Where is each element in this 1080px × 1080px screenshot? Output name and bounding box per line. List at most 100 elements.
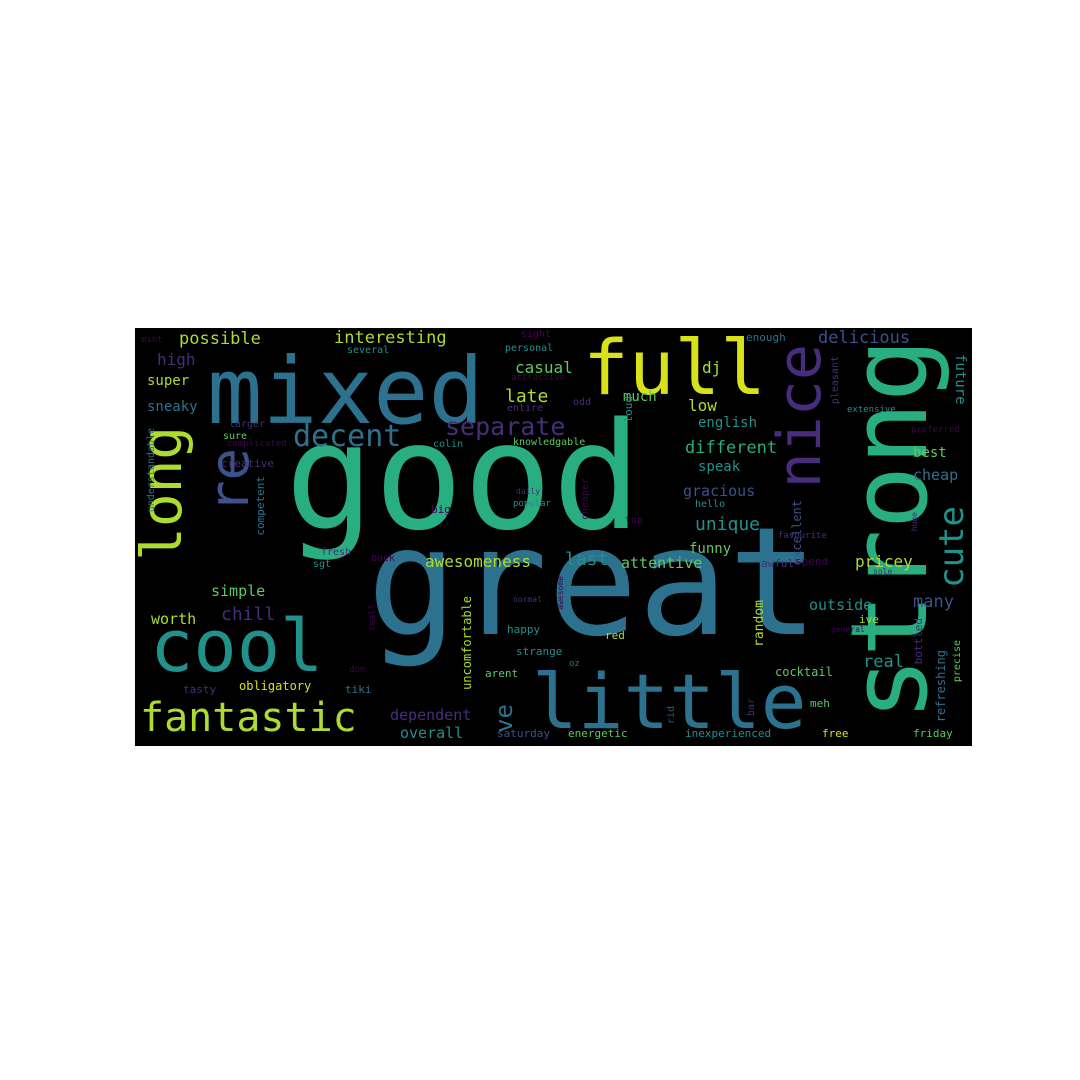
word-bottled: bottled bbox=[912, 618, 925, 665]
word-competent: competent bbox=[254, 476, 267, 536]
word-general: general bbox=[831, 625, 865, 634]
word-preferred: preferred bbox=[911, 425, 960, 435]
word-pricey: pricey bbox=[855, 552, 913, 571]
word-future: future bbox=[952, 354, 968, 405]
word-rid: rid bbox=[666, 706, 677, 725]
word-entire: entire bbox=[507, 403, 544, 414]
word-red: red bbox=[605, 629, 625, 642]
word-arent: arent bbox=[485, 667, 519, 680]
word-outside: outside bbox=[809, 596, 873, 614]
word-don: don bbox=[349, 665, 366, 675]
word-funny: funny bbox=[689, 541, 732, 557]
word-bar: bar bbox=[746, 698, 757, 717]
word-strange: strange bbox=[516, 645, 563, 658]
word-little: little bbox=[532, 657, 807, 746]
word-awesome: awesome bbox=[556, 576, 565, 610]
word-unique: unique bbox=[695, 514, 761, 535]
word-ive: ive bbox=[859, 613, 879, 626]
word-meh: meh bbox=[810, 697, 830, 710]
word-spend: spend bbox=[795, 555, 829, 568]
word-different: different bbox=[685, 438, 778, 458]
word-interesting: interesting bbox=[334, 328, 447, 348]
word-great: great bbox=[367, 496, 819, 670]
word-oz: oz bbox=[569, 659, 580, 669]
word-sight: sight bbox=[521, 329, 552, 340]
word-daily: daily bbox=[516, 487, 541, 496]
word-full: full bbox=[583, 328, 767, 412]
word-normal: normal bbox=[513, 595, 542, 604]
word-colin: colin bbox=[433, 439, 464, 450]
word-sure: sure bbox=[223, 431, 248, 442]
word-overall: overall bbox=[400, 724, 464, 742]
word-low: low bbox=[688, 396, 717, 415]
word-energetic: energetic bbox=[568, 727, 628, 740]
word-separate: separate bbox=[445, 412, 566, 441]
word-fantastic: fantastic bbox=[140, 695, 357, 741]
word-larger: larger bbox=[229, 419, 266, 430]
word-hello: hello bbox=[695, 499, 726, 510]
word-good: good bbox=[285, 391, 642, 563]
word-favourite: favourite bbox=[778, 531, 827, 541]
word-cloud: good great strong mixed full nice little… bbox=[135, 328, 972, 746]
word-mint: mint bbox=[141, 335, 163, 345]
word-odd: odd bbox=[573, 397, 592, 408]
word-possible: possible bbox=[179, 329, 261, 349]
word-obligatory: obligatory bbox=[239, 679, 312, 693]
word-tasty: tasty bbox=[183, 683, 217, 696]
word-sgt: sgt bbox=[313, 559, 332, 570]
word-decent: decent bbox=[293, 419, 402, 454]
word-english: english bbox=[698, 415, 758, 431]
word-attentive: attentive bbox=[621, 554, 703, 572]
word-fresh: fresh bbox=[321, 547, 352, 558]
word-cocktail: cocktail bbox=[775, 665, 833, 679]
word-understandable: understandable bbox=[146, 428, 157, 513]
word-small: small bbox=[368, 604, 378, 632]
word-popular: popular bbox=[513, 499, 551, 509]
word-random: random bbox=[752, 600, 767, 647]
word-mixed: mixed bbox=[207, 338, 484, 445]
word-friday: friday bbox=[913, 727, 953, 740]
word-long: long bbox=[135, 426, 195, 561]
word-big: big bbox=[431, 503, 451, 516]
word-back: back bbox=[371, 553, 396, 564]
word-precise: precise bbox=[952, 640, 963, 683]
word-awful: awful bbox=[761, 557, 795, 570]
word-several: several bbox=[347, 345, 390, 356]
word-happy: happy bbox=[507, 623, 541, 636]
word-cheaper: cheaper bbox=[580, 478, 591, 521]
word-dependent: dependent bbox=[390, 706, 472, 724]
word-extensive: extensive bbox=[847, 405, 896, 415]
word-cool: cool bbox=[150, 604, 324, 688]
word-tiki: tiki bbox=[345, 683, 372, 696]
word-top: top bbox=[625, 515, 644, 526]
word-awesomeness: awesomeness bbox=[425, 552, 531, 571]
word-delicious: delicious bbox=[818, 328, 911, 348]
word-high: high bbox=[157, 350, 196, 369]
word-many: many bbox=[913, 592, 954, 612]
word-creative: creative bbox=[221, 457, 274, 470]
word-cute: cute bbox=[932, 506, 972, 588]
word-huge: huge bbox=[910, 512, 919, 532]
word-simple: simple bbox=[211, 582, 266, 600]
word-uncomfortable: uncomfortable bbox=[460, 596, 474, 690]
word-loud: loud bbox=[622, 396, 635, 423]
word-cheap: cheap bbox=[913, 466, 959, 484]
word-knowledgable: knowledgable bbox=[513, 437, 586, 448]
word-nice: nice bbox=[765, 344, 835, 489]
word-personal: personal bbox=[505, 343, 554, 354]
word-complicated: complicated bbox=[227, 439, 287, 449]
word-attractive: attractive bbox=[511, 373, 566, 383]
word-best: best bbox=[913, 445, 947, 461]
word-casual: casual bbox=[515, 358, 573, 377]
word-super: super bbox=[147, 373, 190, 389]
word-speak: speak bbox=[698, 459, 741, 475]
word-free: free bbox=[822, 727, 849, 740]
word-sole: sole bbox=[873, 567, 893, 576]
word-chill: chill bbox=[221, 604, 276, 625]
word-inexperienced: inexperienced bbox=[685, 727, 772, 740]
word-last: last bbox=[565, 549, 609, 570]
word-dj: dj bbox=[702, 358, 722, 377]
word-pleasant: pleasant bbox=[830, 356, 841, 405]
word-gracious: gracious bbox=[683, 482, 756, 500]
word-sneaky: sneaky bbox=[147, 399, 198, 415]
